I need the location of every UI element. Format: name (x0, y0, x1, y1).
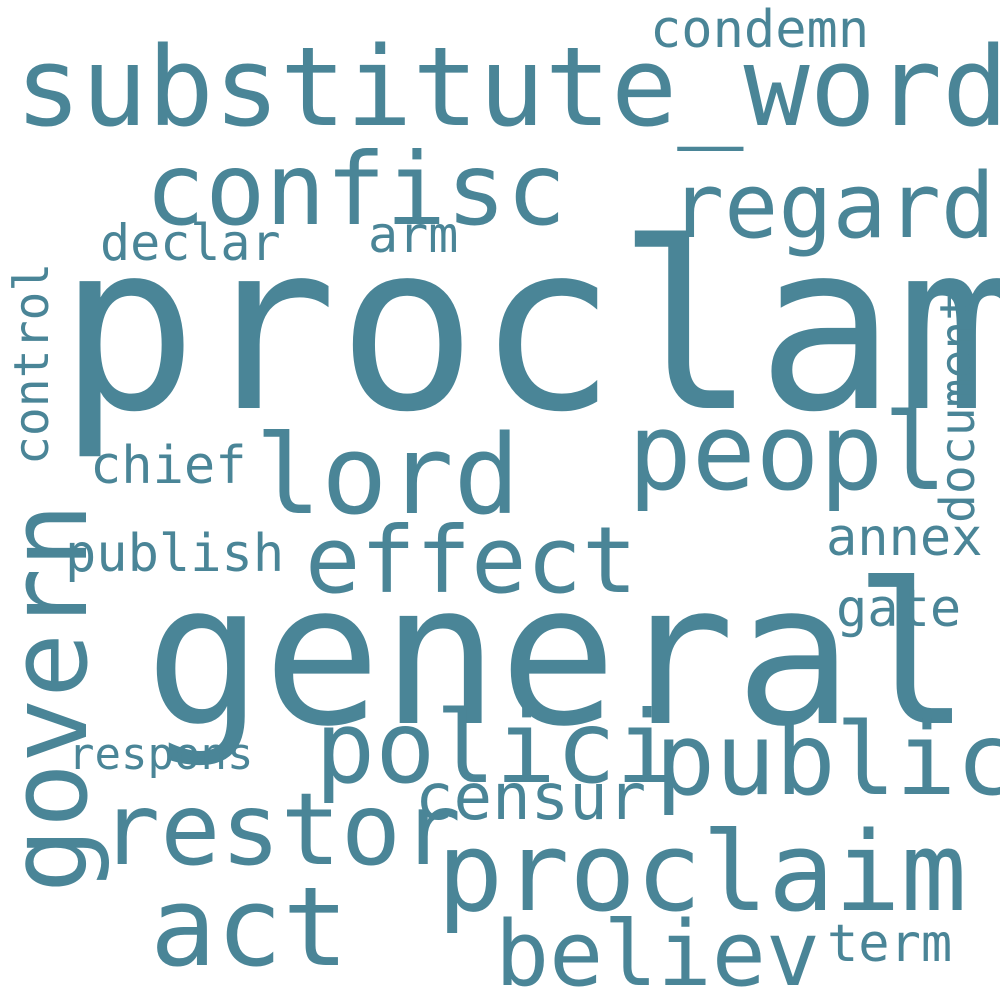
word-polici: polici (315, 689, 677, 806)
word-confisc: confisc (145, 131, 567, 248)
word-document: document (930, 291, 986, 523)
word-effect: effect (305, 507, 638, 614)
word-general: general (145, 542, 972, 770)
word-restor: restor (100, 771, 462, 888)
word-proclam: proclam (58, 193, 1000, 463)
word-publish: publish (65, 524, 285, 584)
word-respons: respons (68, 729, 254, 780)
word-annex: annex (826, 508, 983, 568)
word-condemn: condemn (650, 0, 870, 60)
word-control: control (4, 262, 60, 465)
word-chief: chief (90, 436, 247, 496)
word-public: public (655, 701, 1000, 818)
word-lord: lord (255, 411, 520, 539)
word-term: term (827, 914, 953, 974)
word-peopl: peopl (628, 391, 948, 514)
word-gate: gate (836, 579, 962, 639)
word-act: act (150, 863, 349, 991)
word-regard: regard (670, 154, 996, 259)
word-proclaim: proclaim (437, 808, 967, 936)
word-believ: believ (495, 902, 821, 1000)
word-arm: arm (368, 206, 459, 264)
word-censur: censur (415, 761, 647, 835)
word-declar: declar (100, 214, 281, 272)
word-substitute-word: substitute_word (15, 23, 1000, 151)
word-govern: govern (0, 502, 112, 893)
